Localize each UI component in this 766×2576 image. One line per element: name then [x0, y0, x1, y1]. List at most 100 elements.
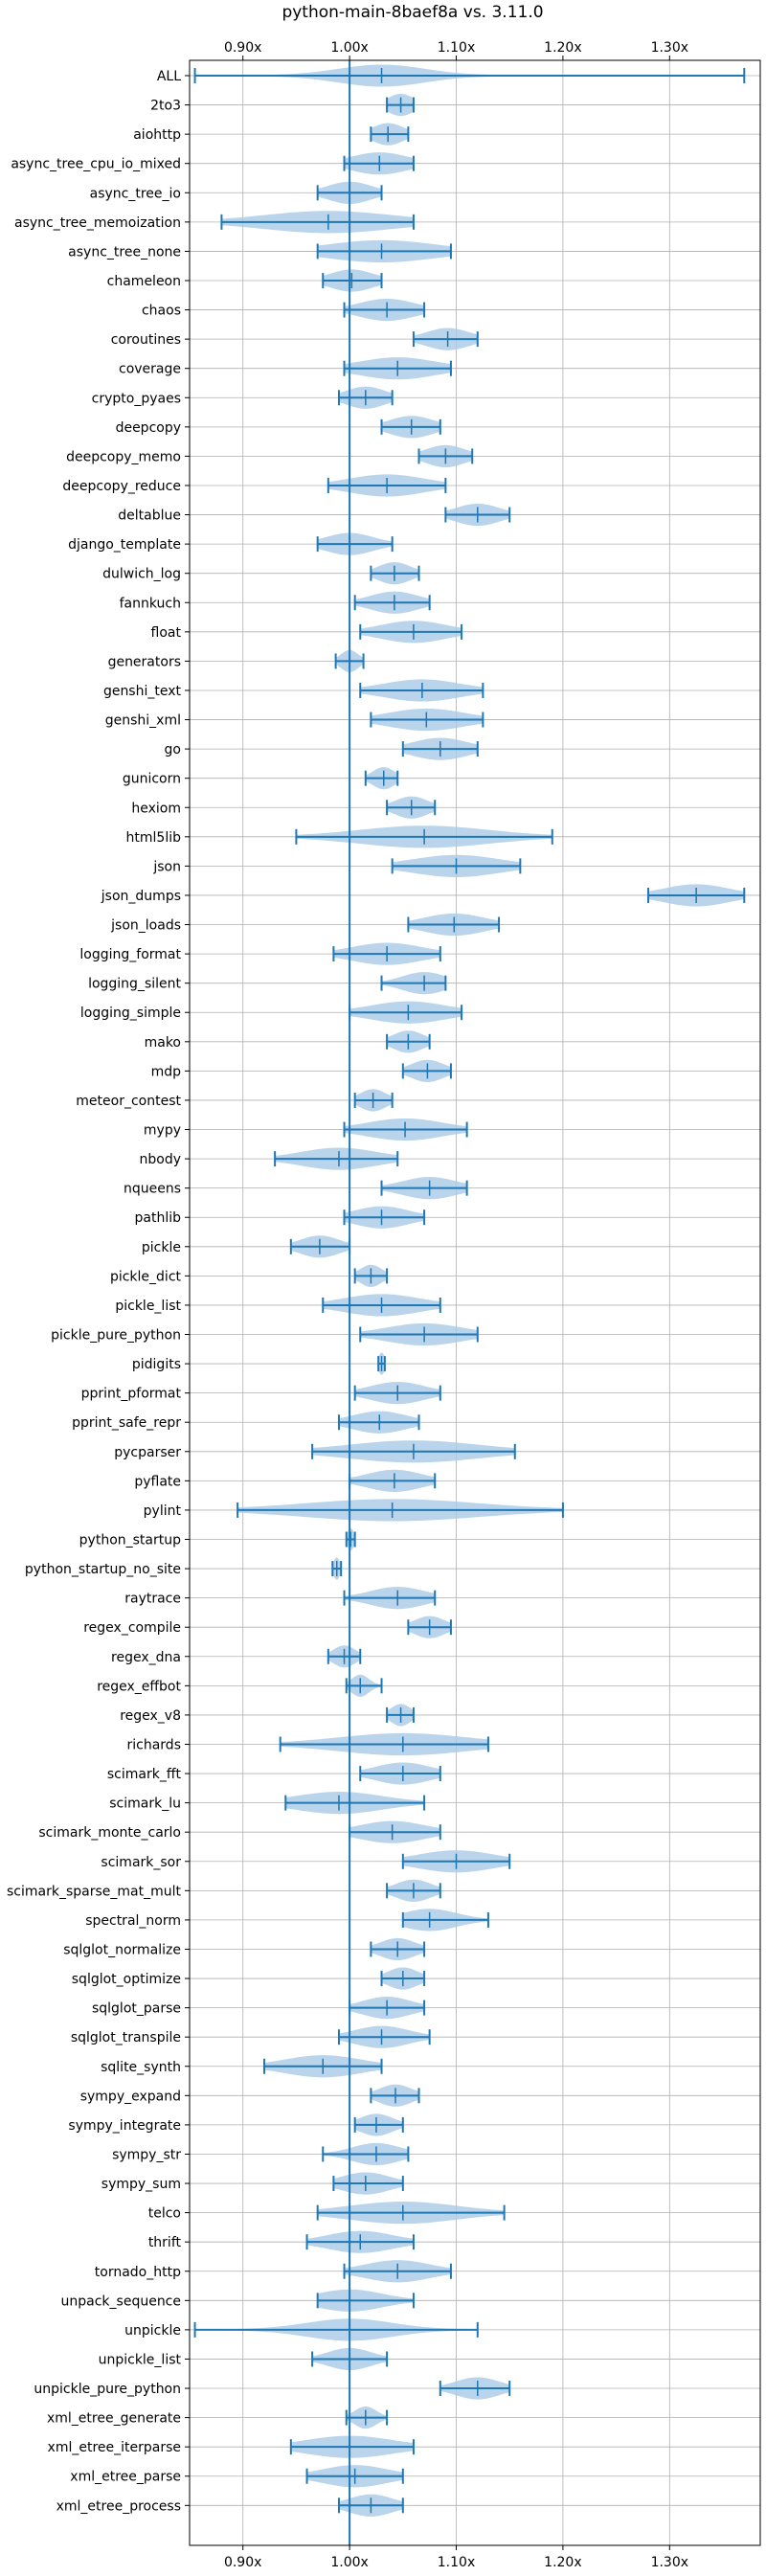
benchmark-label: pickle — [142, 1240, 181, 1255]
benchmark-label: regex_effbot — [97, 1679, 181, 1694]
x-tick-label-bottom: 1.10x — [438, 2555, 475, 2570]
benchmark-label: deepcopy_memo — [66, 449, 181, 464]
benchmark-label: scimark_fft — [107, 1767, 182, 1782]
violin-pprint_safe_repr — [337, 1411, 420, 1434]
violin-sympy_expand — [370, 2084, 420, 2107]
violin-html5lib — [295, 825, 553, 848]
benchmark-label: xml_etree_generate — [47, 2411, 181, 2427]
benchmark-label: genshi_text — [103, 684, 182, 699]
x-tick-label-top: 0.90x — [224, 40, 261, 56]
violin-float — [359, 621, 463, 644]
violin-genshi_text — [359, 679, 484, 702]
violin-mypy — [343, 1118, 468, 1141]
benchmark-label: async_tree_io — [90, 186, 181, 201]
violin-async_tree_memoization — [220, 211, 415, 234]
benchmark-label: pycparser — [114, 1445, 181, 1460]
benchmark-label: float — [151, 625, 182, 641]
benchmark-label: mdp — [151, 1064, 182, 1079]
violin-dulwich_log — [370, 562, 420, 585]
violin-deepcopy_memo — [417, 444, 474, 468]
violin-xml_etree_process — [337, 2494, 404, 2517]
x-tick-label-top: 1.30x — [651, 40, 688, 56]
benchmark-label: telco — [148, 2206, 181, 2222]
violin-xml_etree_parse — [305, 2465, 404, 2488]
benchmark-label: django_template — [68, 537, 181, 553]
benchmark-label: coverage — [119, 362, 181, 377]
violin-pickle_list — [322, 1294, 441, 1317]
violin-pickle — [289, 1235, 351, 1258]
violin-mako — [386, 1030, 431, 1053]
benchmark-label: thrift — [148, 2235, 182, 2250]
benchmark-label: async_tree_memoization — [14, 215, 181, 231]
violin-richards — [279, 1732, 489, 1756]
violin-coroutines — [412, 328, 479, 350]
benchmark-label: sympy_str — [112, 2147, 181, 2162]
benchmark-label: fannkuch — [120, 596, 181, 611]
benchmark-label: unpickle_list — [99, 2352, 182, 2367]
benchmark-label: json — [152, 859, 181, 874]
benchmark-label: nbody — [140, 1152, 182, 1167]
violin-gunicorn — [364, 767, 399, 790]
benchmark-label: pprint_safe_repr — [72, 1415, 181, 1431]
violin-pylint — [237, 1499, 564, 1522]
x-tick-label-bottom: 1.30x — [651, 2555, 688, 2570]
violin-sqlglot_optimize — [380, 1967, 426, 1990]
benchmark-label: xml_etree_iterparse — [48, 2440, 181, 2455]
violin-xml_etree_iterparse — [289, 2435, 415, 2458]
violin-sqlite_synth — [262, 2055, 383, 2078]
benchmark-label: 2to3 — [150, 99, 181, 114]
x-tick-label-bottom: 1.20x — [544, 2555, 581, 2570]
benchmark-label: html5lib — [126, 830, 182, 846]
benchmark-label: scimark_monte_carlo — [38, 1825, 181, 1841]
violin-sympy_integrate — [353, 2113, 404, 2136]
violin-pickle_pure_python — [359, 1322, 479, 1346]
plot-frame — [189, 59, 761, 2546]
violin-deepcopy_reduce — [327, 474, 447, 497]
violin-regex_effbot — [345, 1674, 383, 1697]
violin-genshi_xml — [370, 708, 484, 732]
violin-go — [401, 737, 479, 760]
violin-async_tree_none — [316, 239, 452, 263]
benchmark-label: crypto_pyaes — [92, 391, 181, 406]
benchmark-label: meteor_contest — [76, 1094, 181, 1109]
violin-scimark_fft — [359, 1762, 441, 1785]
benchmark-label: spectral_norm — [85, 1913, 181, 1929]
violin-pprint_pformat — [353, 1382, 441, 1405]
benchmark-label: tornado_http — [95, 2265, 181, 2280]
violin-logging_silent — [380, 972, 447, 995]
grid-lines — [190, 60, 760, 2545]
benchmark-label: sqlglot_optimize — [72, 1972, 181, 1987]
x-tick-label-bottom: 1.00x — [330, 2555, 368, 2570]
benchmark-label: scimark_sparse_mat_mult — [7, 1884, 181, 1899]
benchmark-label: xml_etree_process — [56, 2498, 181, 2514]
violin-async_tree_cpu_io_mixed — [343, 152, 415, 175]
violin-scimark_lu — [284, 1792, 426, 1815]
benchmark-label: generators — [108, 654, 181, 669]
benchmark-label: sympy_sum — [101, 2177, 181, 2192]
benchmark-label: json_loads — [110, 918, 181, 934]
violin-django_template — [316, 532, 394, 555]
violin-hexiom — [386, 796, 437, 819]
x-tick-label-bottom: 0.90x — [224, 2555, 261, 2570]
violin-fannkuch — [353, 591, 431, 614]
violin-ALL — [193, 64, 746, 87]
benchmark-label: pylint — [144, 1503, 182, 1519]
benchmark-label: pidigits — [132, 1357, 181, 1372]
x-tick-label-top: 1.10x — [438, 40, 475, 56]
benchmark-label: aiohttp — [133, 127, 181, 143]
benchmark-label: hexiom — [131, 801, 181, 816]
violin-python_startup_no_site — [331, 1557, 343, 1580]
violin-sympy_sum — [332, 2172, 404, 2195]
benchmark-label: ALL — [157, 69, 181, 84]
x-axis-ticks: 0.90x 0.90x 1.00x 1.00x 1.10x 1.10x 1.20x 1.20x… — [185, 40, 688, 2570]
benchmark-label: sqlglot_transpile — [71, 2030, 181, 2045]
violin-xml_etree_generate — [345, 2407, 389, 2429]
benchmark-label: pickle_list — [115, 1299, 181, 1314]
benchmark-label: async_tree_cpu_io_mixed — [11, 157, 181, 172]
benchmark-label: regex_dna — [111, 1650, 181, 1665]
benchmark-label: sqlglot_normalize — [63, 1942, 181, 1957]
violin-chaos — [343, 298, 426, 322]
violin-deltablue — [444, 503, 511, 527]
benchmark-label: deltablue — [118, 508, 181, 524]
violin-meteor_contest — [353, 1089, 394, 1112]
